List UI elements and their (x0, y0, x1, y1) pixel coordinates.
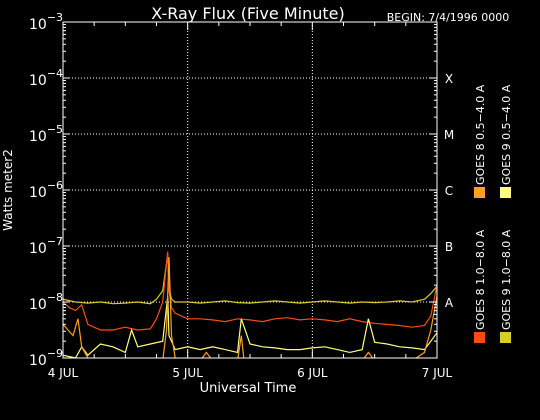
legend-label-3: GOES 9 1.0−8.0 A (500, 229, 513, 330)
flare-class-labels: X M C B A (444, 72, 454, 310)
flare-class-label-x: X (445, 72, 453, 86)
x-tick-labels: 4 JUL 5 JUL 6 JUL 7 JUL (48, 366, 453, 380)
legend-label-4: GOES 9 0.5−4.0 A (500, 84, 513, 185)
y-tick-label: 10−7 (29, 235, 63, 257)
y-tick-labels: 10−3 10−4 10−5 10−6 10−7 10−8 10−9 (29, 11, 63, 369)
series-line-2 (63, 251, 437, 331)
y-tick-label: 10−5 (29, 123, 63, 145)
x-tick-label: 4 JUL (48, 366, 79, 380)
flare-class-label-c: C (445, 184, 453, 198)
begin-date-label: BEGIN: 7/4/1996 0000 (387, 11, 510, 24)
legend: GOES 8 1.0−8.0 A GOES 8 0.5−4.0 A GOES 9 1… (474, 84, 513, 343)
y-tick-label: 10−9 (29, 347, 63, 369)
flare-class-label-b: B (445, 240, 453, 254)
legend-label-2: GOES 8 0.5−4.0 A (474, 84, 487, 185)
legend-swatch-2 (474, 187, 485, 198)
flare-class-label-a: A (445, 296, 454, 310)
legend-label-1: GOES 8 1.0−8.0 A (474, 229, 487, 330)
x-tick-label: 7 JUL (422, 366, 453, 380)
y-axis-label: Watts meter2 (1, 149, 15, 231)
series-line-1 (63, 254, 437, 305)
flare-class-label-m: M (444, 128, 454, 142)
series-line-3 (63, 296, 437, 358)
y-tick-label: 10−6 (29, 179, 63, 201)
legend-swatch-1 (474, 332, 485, 343)
series-group (63, 251, 437, 358)
y-tick-label: 10−3 (29, 11, 63, 33)
x-tick-label: 6 JUL (297, 366, 328, 380)
axes (62, 21, 438, 359)
y-tick-label: 10−4 (29, 67, 63, 89)
legend-swatch-3 (500, 332, 511, 343)
legend-swatch-4 (500, 187, 511, 198)
y-tick-label: 10−8 (29, 291, 63, 313)
x-axis-label: Universal Time (200, 381, 297, 396)
series-line-4 (63, 257, 437, 358)
chart-title: X-Ray Flux (Five Minute) (151, 4, 344, 23)
x-tick-label: 5 JUL (172, 366, 203, 380)
